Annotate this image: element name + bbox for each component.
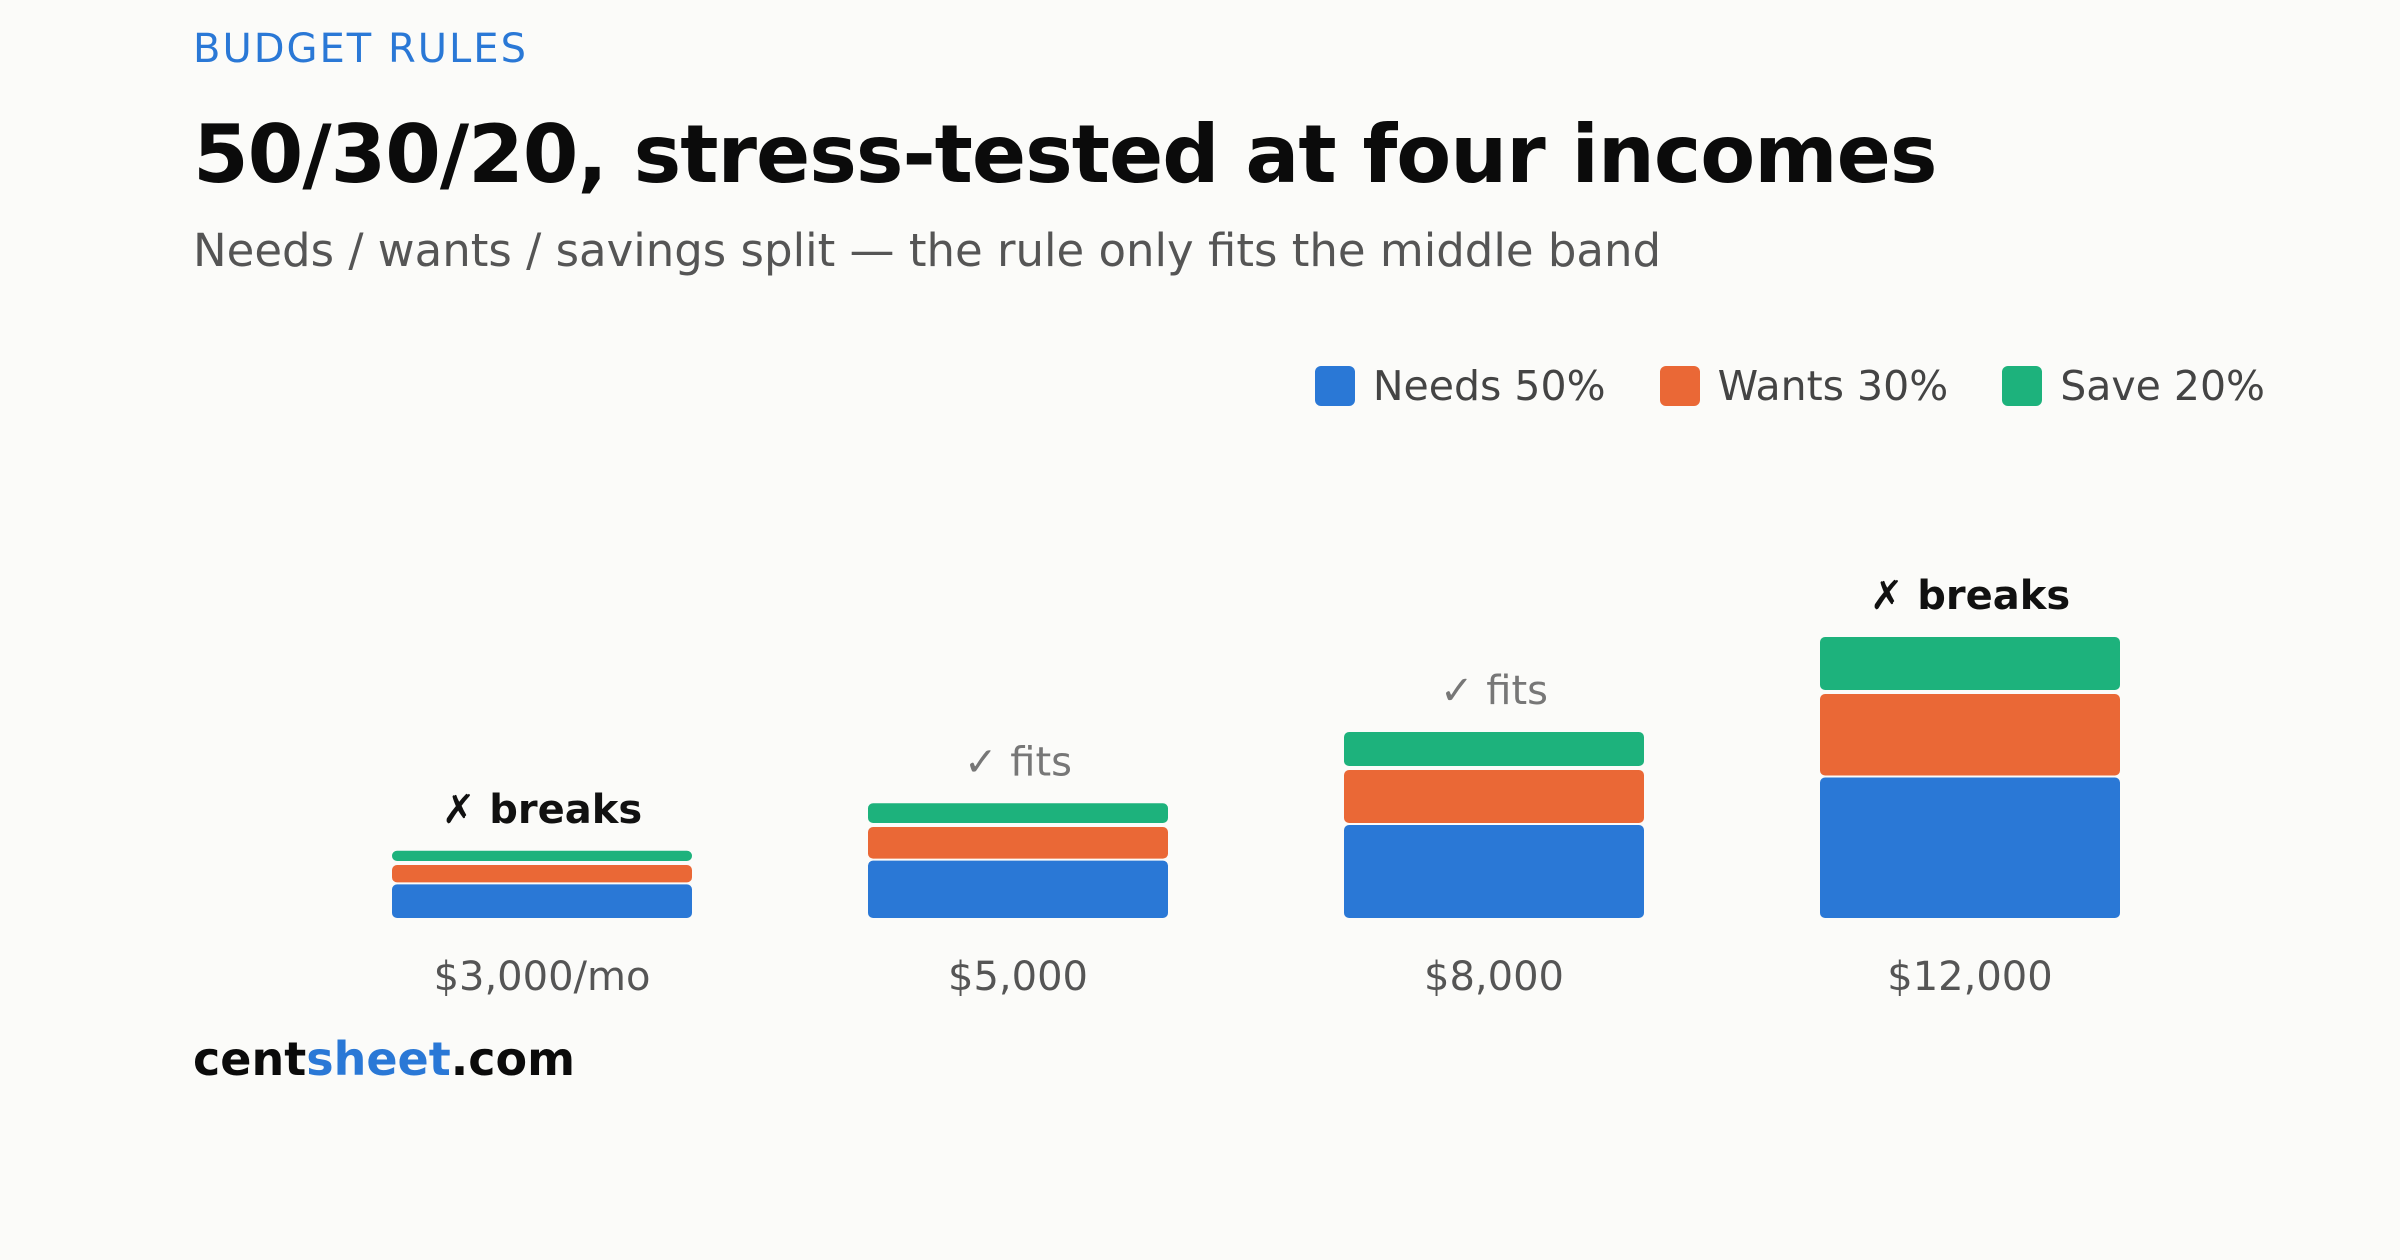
annotation-breaks-3-000-mo: ✗ breaks (442, 787, 642, 833)
brand-accent: sheet (306, 1032, 451, 1086)
bar-save-20-3-000-mo (392, 850, 692, 861)
category-label-5-000: $5,000 (948, 954, 1088, 1000)
annotation-fits-8-000: ✓ fits (1440, 668, 1548, 714)
legend-label-save: Save 20% (2060, 362, 2265, 410)
bar-needs-50-3-000-mo (392, 884, 692, 918)
brand-suffix: .com (450, 1032, 575, 1086)
chart-legend: Needs 50% Wants 30% Save 20% (1314, 362, 2265, 410)
bar-save-20-8-000 (1344, 732, 1644, 766)
page-subtitle: Needs / wants / savings split — the rule… (193, 224, 1662, 277)
bar-wants-30-5-000 (868, 827, 1168, 859)
bar-wants-30-3-000-mo (392, 865, 692, 883)
kicker: BUDGET RULES (193, 26, 528, 72)
legend-item-save: Save 20% (2002, 362, 2265, 410)
bar-needs-50-12-000 (1820, 777, 2120, 918)
legend-item-needs: Needs 50% (1314, 362, 1606, 410)
category-label-8-000: $8,000 (1424, 954, 1564, 1000)
brand-logo: centsheet.com (193, 1032, 575, 1086)
category-label-12-000: $12,000 (1887, 954, 2052, 1000)
category-label-3-000-mo: $3,000/mo (434, 954, 651, 1000)
page-title: 50/30/20, stress-tested at four incomes (193, 108, 1937, 201)
bar-needs-50-8-000 (1344, 825, 1644, 918)
bar-wants-30-8-000 (1344, 770, 1644, 823)
bar-save-20-12-000 (1820, 637, 2120, 690)
bar-needs-50-5-000 (868, 860, 1168, 918)
annotation-breaks-12-000: ✗ breaks (1870, 573, 2070, 619)
legend-swatch-needs (1314, 366, 1355, 406)
bar-save-20-5-000 (868, 803, 1168, 823)
legend-swatch-wants (1659, 366, 1700, 406)
legend-item-wants: Wants 30% (1659, 362, 1949, 410)
annotation-fits-5-000: ✓ fits (964, 739, 1072, 785)
legend-swatch-save (2002, 366, 2043, 406)
brand-prefix: cent (193, 1032, 307, 1086)
legend-label-wants: Wants 30% (1717, 362, 1949, 410)
legend-label-needs: Needs 50% (1372, 362, 1606, 410)
bar-wants-30-12-000 (1820, 694, 2120, 776)
